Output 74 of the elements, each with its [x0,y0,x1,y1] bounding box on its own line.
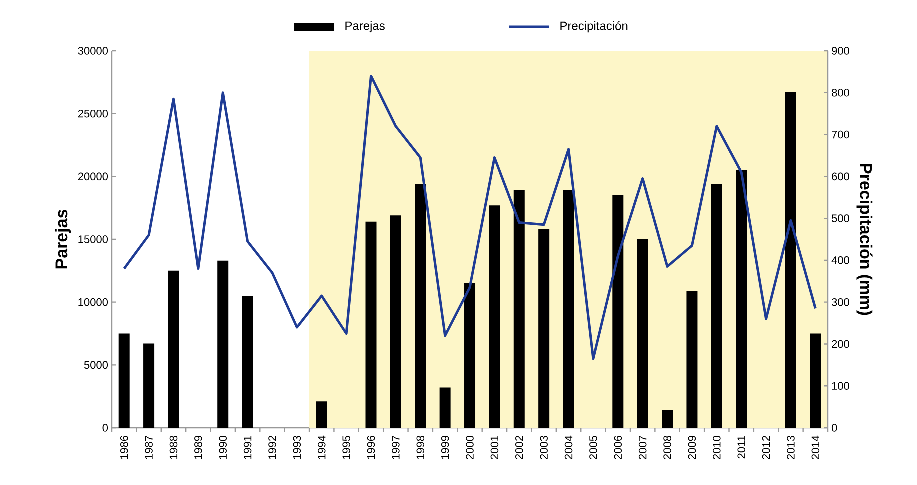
x-tick-label: 2013 [787,436,795,460]
line-series [123,74,817,360]
y-tick-label: 5000 [84,361,108,370]
x-tick-label: 1990 [219,436,228,460]
bar [662,410,674,428]
y2-tick-label: 600 [832,172,850,181]
x-tick-label: 2005 [590,436,598,460]
legend-label: Parejas [346,21,385,33]
y2-tick-label: 400 [832,256,850,264]
x-tick-label: 2007 [638,436,647,460]
bar [218,260,229,428]
bar [168,270,180,428]
x-tick-label: 2014 [812,436,820,460]
x-tick-label: 1991 [244,436,252,460]
bar [390,216,402,428]
bar [316,402,328,428]
y-tick-label: 25000 [78,110,108,118]
y-tick-label: 15000 [78,236,108,244]
x-tick-label: 1986 [120,436,128,460]
y2-axis-title: Precipitación (mm) [856,164,873,316]
y2-tick-label: 0 [832,424,838,432]
bar [144,344,155,428]
y2-tick-label: 800 [832,89,850,97]
y-tick-label: 20000 [78,172,108,181]
x-tick-label: 1995 [342,436,350,460]
x-tick-label: 1987 [145,436,153,460]
bar [440,388,451,428]
x-tick-label: 1993 [293,436,302,460]
x-tick-label: 2000 [466,436,474,460]
y2-tick-label: 300 [832,298,850,306]
y-axis-title: Parejas [55,210,72,269]
x-tick-label: 1996 [367,436,376,460]
bar [810,334,822,428]
x-tick-label: 2008 [664,436,672,460]
legend-label: Precipitación [560,21,628,33]
bar [637,240,648,428]
x-tick-label: 2002 [516,436,524,460]
y-tick-label: 10000 [78,298,108,306]
bar [686,291,698,428]
bar [489,206,500,428]
x-tick-label: 2011 [738,436,746,459]
bar [736,170,748,428]
bar [514,190,525,428]
bar [711,184,722,428]
x-tick-label: 2009 [688,436,696,460]
x-tick-label: 2001 [490,436,499,460]
x-tick-label: 1994 [318,436,326,460]
bar [464,283,476,428]
bar [612,196,624,428]
y2-tick-label: 200 [832,340,850,348]
x-tick-label: 2003 [540,436,548,460]
x-tick-label: 1998 [416,436,425,460]
y2-tick-label: 500 [832,214,850,222]
x-tick-label: 2010 [713,436,721,460]
bar [366,222,377,428]
x-tick-label: 2012 [762,436,770,460]
x-tick-label: 1999 [441,436,450,460]
y2-tick-label: 700 [832,130,850,139]
y-tick-label: 30000 [78,47,108,55]
y2-tick-label: 100 [832,382,850,390]
bar [118,334,130,428]
bar [538,229,550,428]
bar [242,296,254,428]
bar [563,190,574,428]
x-tick-label: 1988 [170,436,178,460]
y2-tick-label: 900 [832,47,850,55]
y-tick-label: 0 [102,424,108,432]
x-tick-label: 2004 [564,436,573,460]
bar [415,184,426,428]
x-tick-label: 1989 [194,436,202,460]
x-tick-label: 1992 [268,436,276,460]
bar [785,92,796,428]
x-tick-label: 1997 [392,436,400,460]
x-tick-label: 2006 [614,436,622,460]
